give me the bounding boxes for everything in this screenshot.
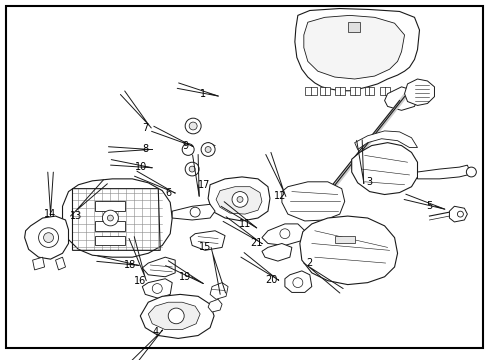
Circle shape [107, 215, 113, 221]
Circle shape [201, 143, 215, 156]
Polygon shape [95, 236, 125, 246]
Polygon shape [299, 216, 397, 285]
Polygon shape [334, 236, 354, 243]
Circle shape [456, 211, 463, 217]
Polygon shape [62, 179, 172, 257]
Circle shape [182, 144, 194, 156]
Circle shape [43, 233, 53, 243]
Text: 5: 5 [426, 201, 432, 211]
Polygon shape [208, 299, 222, 312]
Text: 11: 11 [238, 219, 251, 229]
Circle shape [39, 228, 59, 247]
Polygon shape [303, 15, 404, 79]
Polygon shape [262, 224, 304, 246]
Polygon shape [33, 257, 44, 270]
Text: 16: 16 [134, 276, 146, 286]
Circle shape [189, 122, 197, 130]
Text: 13: 13 [70, 211, 82, 221]
Text: 9: 9 [182, 141, 188, 150]
Polygon shape [142, 279, 172, 298]
Text: 15: 15 [199, 242, 211, 252]
Text: 12: 12 [273, 192, 285, 202]
Text: 1: 1 [200, 89, 206, 99]
Polygon shape [354, 131, 417, 149]
Text: 18: 18 [124, 260, 136, 270]
Text: 7: 7 [142, 123, 148, 133]
Polygon shape [172, 204, 215, 220]
Polygon shape [384, 87, 417, 110]
Circle shape [189, 166, 195, 172]
Polygon shape [285, 271, 311, 292]
Text: 3: 3 [366, 177, 372, 187]
Text: 6: 6 [165, 188, 171, 198]
Polygon shape [417, 165, 468, 179]
Circle shape [152, 284, 162, 293]
Circle shape [466, 167, 475, 177]
Polygon shape [294, 9, 419, 91]
Polygon shape [95, 201, 125, 211]
Circle shape [279, 229, 289, 239]
Polygon shape [349, 87, 359, 95]
Text: 20: 20 [265, 275, 278, 285]
Text: 19: 19 [179, 272, 191, 282]
Circle shape [102, 210, 118, 226]
Circle shape [237, 197, 243, 202]
Circle shape [185, 162, 199, 176]
Text: 8: 8 [142, 144, 148, 154]
Polygon shape [448, 206, 467, 222]
Polygon shape [216, 187, 262, 214]
Circle shape [168, 308, 184, 324]
Polygon shape [319, 87, 329, 95]
Text: 2: 2 [306, 258, 312, 268]
Polygon shape [142, 257, 175, 277]
Polygon shape [140, 294, 214, 338]
Text: 17: 17 [198, 180, 210, 190]
Polygon shape [281, 182, 344, 221]
Text: 21: 21 [249, 238, 262, 248]
Circle shape [204, 147, 211, 152]
Circle shape [190, 207, 200, 217]
Polygon shape [148, 302, 200, 330]
Polygon shape [334, 87, 344, 95]
Polygon shape [208, 177, 269, 221]
Circle shape [185, 118, 201, 134]
Polygon shape [210, 283, 227, 299]
Polygon shape [347, 22, 359, 32]
Polygon shape [56, 257, 65, 270]
Polygon shape [304, 87, 316, 95]
Polygon shape [95, 221, 125, 231]
Text: 4: 4 [152, 327, 158, 337]
Polygon shape [351, 143, 417, 194]
Text: 14: 14 [44, 209, 57, 219]
Polygon shape [404, 79, 433, 105]
Polygon shape [190, 231, 224, 250]
Circle shape [232, 192, 247, 207]
Circle shape [292, 278, 302, 288]
Polygon shape [379, 87, 389, 95]
Polygon shape [364, 87, 373, 95]
Text: 10: 10 [135, 162, 147, 172]
Polygon shape [262, 243, 291, 261]
Polygon shape [24, 216, 68, 259]
